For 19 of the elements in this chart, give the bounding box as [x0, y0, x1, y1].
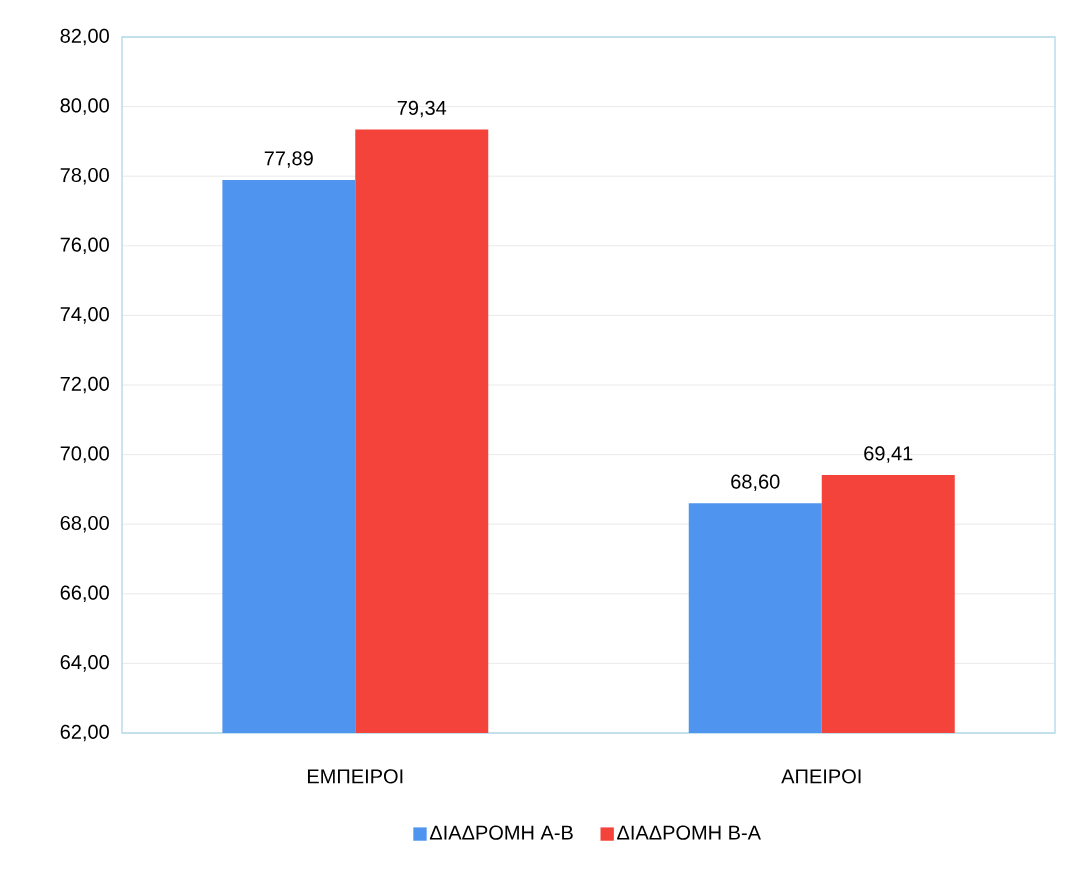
y-tick-label: 68,00: [60, 515, 109, 533]
data-label: 68,60: [731, 474, 780, 492]
y-tick-label: 78,00: [60, 167, 109, 185]
legend-label: ΔΙΑΔΡΟΜΗ Α-Β: [429, 825, 573, 840]
data-label: 77,89: [264, 151, 313, 168]
y-tick-label: 82,00: [60, 28, 109, 46]
y-tick-label: 80,00: [60, 98, 109, 115]
data-label: 69,41: [864, 446, 913, 463]
legend-label: ΔΙΑΔΡΟΜΗ Β-Α: [617, 825, 761, 840]
x-tick-label: ΕΜΠΕΙΡΟΙ: [307, 769, 403, 784]
x-tick-label: ΑΠΕΙΡΟΙ: [781, 769, 861, 784]
y-tick-label: 70,00: [60, 446, 109, 463]
y-tick-label: 66,00: [60, 585, 109, 603]
y-tick-label: 64,00: [60, 655, 109, 672]
y-tick-label: 74,00: [60, 307, 109, 324]
y-tick-label: 72,00: [60, 376, 109, 394]
y-tick-label: 76,00: [60, 237, 109, 255]
data-label: 79,34: [397, 100, 447, 118]
y-tick-label: 62,00: [60, 724, 109, 742]
